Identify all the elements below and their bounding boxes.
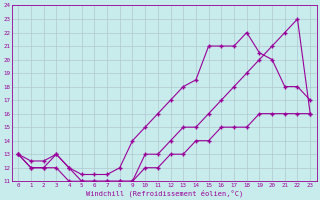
X-axis label: Windchill (Refroidissement éolien,°C): Windchill (Refroidissement éolien,°C): [85, 189, 243, 197]
